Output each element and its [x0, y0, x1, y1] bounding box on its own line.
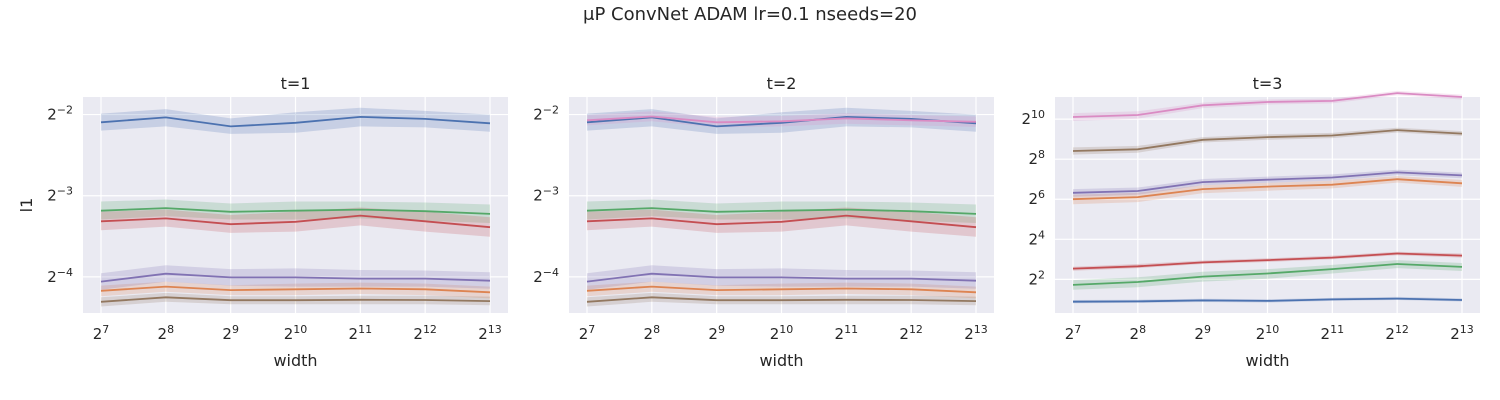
series-7-line [586, 115, 977, 124]
series-5-line [586, 272, 977, 283]
y-axis-label: l1 [17, 198, 36, 213]
series-2-line [100, 285, 491, 294]
x-tick-label: 211 [349, 323, 373, 343]
series-2-line [1072, 178, 1463, 201]
x-tick-label: 210 [770, 323, 794, 343]
series-7-band [587, 111, 976, 128]
series-4-line [1072, 252, 1463, 270]
chart-panel-1: t=1 27 28 29 210 211 212 213 2−2 2−3 2−4 width l1 [17, 74, 508, 370]
series-7-line [1072, 92, 1463, 118]
series-5-line [100, 272, 491, 283]
series-6-line [100, 296, 491, 303]
x-tick-label: 28 [158, 323, 175, 343]
series-4-band [1073, 251, 1462, 271]
series-4-line [100, 214, 491, 229]
series-5-line [1072, 171, 1463, 194]
y-tick-label: 28 [1028, 148, 1045, 168]
y-tick-label: 2−2 [533, 104, 559, 124]
series-3-band [1073, 260, 1462, 290]
series-3-line [1072, 263, 1463, 286]
series-1-line [1072, 297, 1463, 303]
x-tick-label: 29 [1194, 323, 1211, 343]
panel-title: t=2 [767, 74, 797, 93]
x-axis-label: width [759, 351, 803, 370]
series-2-line [586, 285, 977, 294]
series-6-line [586, 296, 977, 303]
x-tick-label: 211 [835, 323, 859, 343]
x-tick-label: 29 [708, 323, 725, 343]
series-4-line [586, 214, 977, 229]
x-tick-label: 27 [93, 323, 110, 343]
series-6-line [1072, 129, 1463, 152]
y-tick-label: 2−3 [533, 185, 559, 205]
x-tick-label: 28 [1130, 323, 1147, 343]
y-tick-label: 210 [1021, 108, 1045, 128]
chart-panel-3: t=3 27 28 29 210 211 212 213 210 28 26 24 22 width [1021, 74, 1480, 370]
x-tick-label: 27 [579, 323, 596, 343]
series-5-band [1073, 169, 1462, 197]
x-tick-label: 28 [644, 323, 661, 343]
x-tick-label: 213 [964, 323, 988, 343]
chart-panel-2: t=2 27 28 29 210 211 212 213 2−2 2−3 2−4 width [533, 74, 994, 370]
x-axis-label: width [1245, 351, 1289, 370]
figure-title: μP ConvNet ADAM lr=0.1 nseeds=20 [583, 4, 917, 25]
y-tick-label: 2−3 [47, 185, 73, 205]
y-tick-label: 2−2 [47, 104, 73, 124]
x-tick-label: 212 [899, 323, 923, 343]
x-axis-label: width [273, 351, 317, 370]
series-3-line [100, 207, 491, 215]
panel-title: t=1 [281, 74, 311, 93]
y-tick-label: 26 [1028, 188, 1045, 208]
y-tick-label: 2−4 [533, 266, 559, 286]
x-tick-label: 211 [1321, 323, 1345, 343]
y-tick-label: 22 [1028, 268, 1045, 288]
series-6-band [1073, 127, 1462, 155]
x-tick-label: 29 [222, 323, 239, 343]
x-tick-label: 210 [284, 323, 308, 343]
x-tick-label: 212 [413, 323, 437, 343]
series-2-band [1073, 176, 1462, 205]
y-tick-label: 24 [1028, 228, 1045, 248]
panel-title: t=3 [1253, 74, 1283, 93]
series-7-band [1073, 90, 1462, 121]
series-3-line [586, 207, 977, 215]
x-tick-label: 210 [1256, 323, 1280, 343]
y-tick-label: 2−4 [47, 266, 73, 286]
series-1-line [100, 115, 491, 128]
series-1-band [101, 107, 490, 134]
x-tick-label: 213 [478, 323, 502, 343]
x-tick-label: 213 [1450, 323, 1474, 343]
x-tick-label: 212 [1385, 323, 1409, 343]
x-tick-label: 27 [1065, 323, 1082, 343]
